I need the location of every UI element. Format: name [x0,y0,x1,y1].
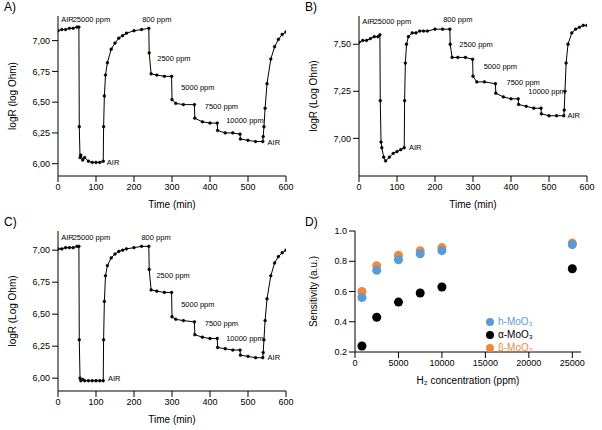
svg-text:500: 500 [541,182,556,192]
svg-text:0.2: 0.2 [334,347,347,357]
svg-text:6,75: 6,75 [32,67,50,77]
svg-text:1.0: 1.0 [334,226,347,236]
html-text:B): B) [305,0,317,14]
svg-text:10000: 10000 [429,358,454,368]
svg-text:25000: 25000 [560,358,585,368]
svg-text:AIR: AIR [107,158,120,167]
svg-text:600: 600 [278,397,293,407]
svg-text:800 ppm: 800 ppm [443,15,472,24]
svg-text:logR (log Ohm): logR (log Ohm) [8,62,18,130]
svg-text:0: 0 [55,397,60,407]
html-text:β-MoO₃: β-MoO₃ [498,342,533,353]
svg-text:7500 ppm: 7500 ppm [506,78,539,87]
svg-text:100: 100 [88,397,103,407]
html-text:A): A) [4,0,16,14]
svg-text:0: 0 [352,358,357,368]
svg-text:0: 0 [55,182,60,192]
svg-text:6,00: 6,00 [32,373,50,383]
svg-text:5000: 5000 [388,358,408,368]
svg-text:6,25: 6,25 [32,128,50,138]
svg-text:7,00: 7,00 [333,134,351,144]
svg-text:AIR: AIR [268,353,281,362]
svg-text:400: 400 [503,182,518,192]
svg-text:0: 0 [356,182,361,192]
svg-text:0.4: 0.4 [334,317,347,327]
svg-text:25000 ppm: 25000 ppm [73,15,111,24]
html-text:α-MoO₃: α-MoO₃ [498,329,533,340]
svg-text:AIR: AIR [108,374,121,383]
svg-text:10000 ppm: 10000 ppm [226,334,264,343]
svg-text:200: 200 [126,397,141,407]
svg-text:logR (Log Ohm): logR (Log Ohm) [8,275,18,346]
svg-text:6,00: 6,00 [32,159,50,169]
svg-text:15000: 15000 [473,358,498,368]
svg-text:AIR: AIR [362,17,375,27]
svg-text:2500 ppm: 2500 ppm [156,271,189,280]
svg-text:10000 ppm: 10000 ppm [226,116,264,125]
svg-text:7500 ppm: 7500 ppm [205,102,238,111]
svg-text:7,00: 7,00 [32,36,50,46]
svg-text:AIR: AIR [61,233,74,243]
svg-text:AIR: AIR [409,143,422,152]
svg-text:0.8: 0.8 [334,256,347,266]
svg-text:500: 500 [240,182,255,192]
svg-text:6,50: 6,50 [32,309,50,319]
svg-text:7,25: 7,25 [333,86,351,96]
svg-text:200: 200 [427,182,442,192]
svg-text:200: 200 [126,182,141,192]
svg-text:300: 300 [465,182,480,192]
svg-text:7,00: 7,00 [32,245,50,255]
svg-text:AIR: AIR [268,138,281,147]
svg-text:800 ppm: 800 ppm [141,233,170,242]
svg-text:5000 ppm: 5000 ppm [181,83,214,92]
svg-text:7,50: 7,50 [333,39,351,49]
svg-text:AIR: AIR [567,111,580,120]
svg-text:6,75: 6,75 [32,277,50,287]
svg-text:AIR: AIR [61,15,74,25]
svg-text:Time (min): Time (min) [148,414,195,425]
svg-text:5000 ppm: 5000 ppm [484,62,517,71]
svg-text:100: 100 [88,182,103,192]
svg-text:800 ppm: 800 ppm [142,15,171,24]
svg-text:600: 600 [278,182,293,192]
svg-text:2500 ppm: 2500 ppm [459,40,492,49]
svg-text:20000: 20000 [516,358,541,368]
svg-text:100: 100 [389,182,404,192]
svg-text:Time (min): Time (min) [449,199,496,210]
svg-text:500: 500 [240,397,255,407]
svg-text:Sensitivity (a.u.): Sensitivity (a.u.) [308,256,319,327]
html-text:D): D) [305,215,318,229]
html-text:h-MoO₃: h-MoO₃ [498,316,533,327]
svg-text:6,25: 6,25 [32,341,50,351]
svg-text:2500 ppm: 2500 ppm [157,54,190,63]
svg-text:300: 300 [164,182,179,192]
svg-text:400: 400 [202,397,217,407]
html-text:C): C) [4,215,17,229]
svg-text:Time (min): Time (min) [148,199,195,210]
svg-text:logR (Log Ohm): logR (Log Ohm) [308,60,319,131]
svg-text:400: 400 [202,182,217,192]
svg-text:6,50: 6,50 [32,97,50,107]
svg-text:H₂ concentration (ppm): H₂ concentration (ppm) [417,375,520,386]
svg-text:5000 ppm: 5000 ppm [181,300,214,309]
svg-text:7500 ppm: 7500 ppm [205,319,238,328]
svg-text:25000 ppm: 25000 ppm [374,17,412,26]
svg-text:25000 ppm: 25000 ppm [73,233,111,242]
svg-text:300: 300 [164,397,179,407]
svg-text:0.6: 0.6 [334,287,347,297]
svg-text:600: 600 [579,182,594,192]
svg-text:10000 ppm: 10000 ppm [528,87,566,96]
